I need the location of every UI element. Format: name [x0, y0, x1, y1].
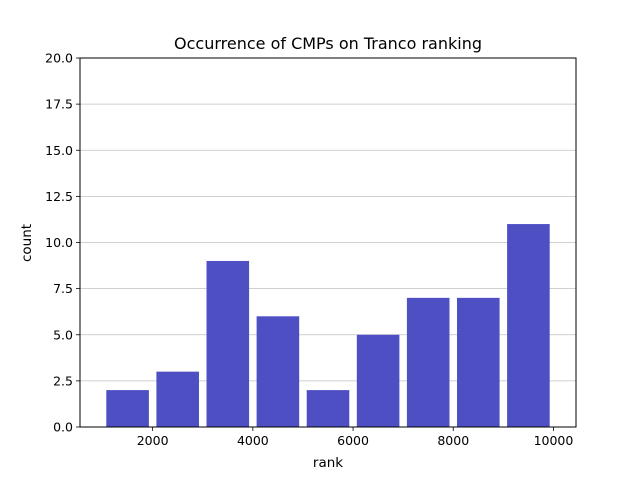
grid-lines: [80, 57, 576, 428]
y-axis-label: count: [19, 224, 35, 262]
y-tick-label-2: 5.0: [53, 327, 73, 342]
x-tick-label-4: 10000: [534, 433, 574, 448]
y-tick-label-7: 17.5: [45, 97, 73, 112]
bar-5: [356, 334, 400, 427]
x-tick-label-0: 2000: [137, 433, 169, 448]
bar-6: [406, 297, 450, 427]
y-tick-label-5: 12.5: [45, 189, 73, 204]
y-tick-label-8: 20.0: [45, 51, 73, 66]
bar-2: [206, 260, 250, 427]
bar-0: [106, 390, 149, 427]
bar-8: [507, 224, 550, 427]
bar-7: [457, 297, 500, 427]
x-axis-ticks: 2000 4000 6000 8000 10000: [137, 427, 574, 448]
bar-4: [306, 390, 350, 427]
y-tick-label-6: 15.0: [45, 143, 73, 158]
y-tick-label-0: 0.0: [53, 420, 73, 435]
y-axis-ticks: 0.0 2.5 5.0 7.5 10.0 12.5 15.0 17.5 20.0: [45, 51, 80, 435]
y-tick-label-3: 7.5: [53, 281, 73, 296]
x-tick-label-2: 6000: [337, 433, 369, 448]
bars: [106, 224, 550, 427]
bar-1: [156, 371, 199, 427]
y-tick-label-1: 2.5: [53, 373, 73, 388]
x-tick-label-1: 4000: [237, 433, 269, 448]
chart-title: Occurrence of CMPs on Tranco ranking: [174, 34, 482, 53]
y-tick-label-4: 10.0: [45, 235, 73, 250]
x-tick-label-3: 8000: [437, 433, 469, 448]
bar-3: [256, 316, 300, 427]
x-axis-label: rank: [313, 455, 343, 471]
